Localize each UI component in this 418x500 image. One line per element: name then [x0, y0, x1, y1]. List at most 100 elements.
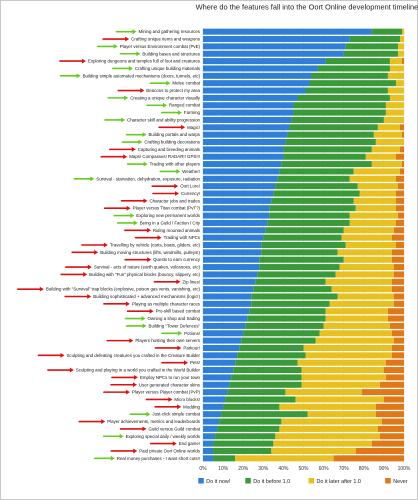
red-arrow-icon	[158, 124, 186, 130]
bar-segment-before-1-0	[241, 337, 316, 344]
bar-segment-do-it-now	[203, 389, 228, 396]
x-tick-label: 60%	[319, 466, 330, 472]
bar-segment-before-1-0	[279, 168, 354, 175]
bar-segment-do-it-now	[203, 161, 282, 168]
red-arrow-icon	[154, 345, 182, 351]
bar-segment-never	[387, 308, 404, 315]
category-label: Micro blocks!	[174, 397, 200, 402]
green-arrow-icon	[121, 139, 143, 145]
bar-segment-before-1-0	[265, 227, 344, 234]
legend-label: Do it before 1.0	[253, 479, 290, 485]
red-arrow-icon	[119, 426, 147, 432]
bar-segment-never	[401, 131, 404, 138]
legend: Do it now! Do it before 1.0 Do it later af…	[198, 478, 408, 485]
green-arrow-icon	[125, 323, 147, 329]
green-arrow-icon	[115, 29, 137, 35]
bar-segment-never	[399, 146, 404, 153]
bar-segment-do-it-now	[203, 381, 230, 388]
red-arrow-icon	[151, 183, 179, 189]
bar-segment-before-1-0	[221, 411, 308, 418]
red-arrow-icon	[153, 279, 181, 285]
category-label: Exploring new permanent worlds	[136, 213, 201, 218]
bar-segment-do-it-now	[203, 234, 264, 241]
bar-segment-after-1-0	[337, 249, 392, 256]
legend-label: Do it now!	[206, 479, 230, 485]
bar-segment-after-1-0	[325, 315, 388, 322]
category-label: Paid private Oort Online worlds	[139, 448, 201, 453]
bar-segment-do-it-now	[203, 94, 298, 101]
category-label: Real money purchases - I want short cuts…	[117, 456, 200, 461]
bar-segment-after-1-0	[301, 367, 384, 374]
bar-segment-never	[395, 219, 404, 226]
bar-segment-never	[395, 153, 404, 160]
category-label: Playing as multiple character races	[132, 301, 201, 306]
bar-segment-before-1-0	[317, 65, 390, 72]
bar-segment-after-1-0	[335, 271, 394, 278]
bar-segment-before-1-0	[251, 300, 330, 307]
category-label: Just-click simple combat	[152, 412, 200, 417]
green-arrow-icon	[146, 102, 167, 108]
bar-segment-before-1-0	[219, 418, 282, 425]
bar-segment-after-1-0	[357, 183, 398, 190]
bar-segment-do-it-now	[203, 440, 214, 447]
bar-segment-before-1-0	[235, 359, 298, 366]
bar-segment-before-1-0	[247, 315, 326, 322]
bar-segment-never	[393, 227, 404, 234]
bar-segment-after-1-0	[319, 330, 392, 337]
category-label: Zip lines!	[182, 279, 200, 284]
bar-segment-never	[391, 249, 404, 256]
bar-segment-never	[387, 315, 404, 322]
category-label: Crafting unique items and weapons	[131, 37, 201, 42]
x-tick-label: 80%	[359, 466, 370, 472]
bar-segment-after-1-0	[331, 286, 392, 293]
bar-segment-never	[399, 124, 404, 131]
legend-swatch	[385, 478, 391, 484]
red-arrow-icon	[71, 249, 99, 255]
chart-title: Where do the features fall into the Oort…	[196, 3, 418, 12]
bar-segment-before-1-0	[251, 293, 338, 300]
bar-segment-do-it-now	[203, 396, 226, 403]
bar-segment-do-it-now	[203, 308, 250, 315]
bar-segment-after-1-0	[385, 109, 404, 116]
legend-swatch	[198, 478, 204, 484]
x-tick-label: 70%	[339, 466, 350, 472]
category-label: Crafting building decorations	[144, 140, 200, 145]
bar-segment-do-it-now	[203, 374, 232, 381]
bar-segment-never	[395, 175, 404, 182]
bar-segment-after-1-0	[395, 80, 404, 87]
red-arrow-icon	[81, 242, 108, 248]
x-tick-label: 90%	[379, 466, 390, 472]
bar-segment-do-it-now	[203, 352, 238, 359]
bar-segment-do-it-now	[203, 411, 222, 418]
red-arrow-icon	[111, 375, 138, 380]
bar-segment-before-1-0	[231, 374, 302, 381]
bar-segment-do-it-now	[203, 183, 276, 190]
bar-segment-before-1-0	[217, 425, 280, 432]
category-label: Character jobs and trades	[149, 198, 200, 203]
category-label: Crafting unique building materials	[135, 66, 201, 71]
bar-segment-before-1-0	[275, 183, 358, 190]
bar-segment-before-1-0	[259, 264, 340, 271]
green-arrow-icon	[149, 80, 171, 86]
bar-segment-before-1-0	[311, 72, 388, 79]
bar-segment-do-it-now	[203, 168, 280, 175]
bar-segment-never	[395, 197, 404, 204]
bar-segment-never	[379, 381, 404, 388]
bar-segment-after-1-0	[389, 58, 402, 65]
bar-segment-before-1-0	[289, 124, 378, 131]
bar-segment-never	[385, 374, 404, 381]
category-label: Building moving structures (lifts, windm…	[100, 250, 200, 255]
category-label: Player versus Titan combat (PvT?)	[133, 206, 201, 211]
bar-segment-never	[401, 58, 404, 65]
bar-segment-after-1-0	[385, 102, 404, 109]
bar-segment-never	[391, 278, 404, 285]
bar-segment-after-1-0	[235, 455, 334, 462]
bar-segment-after-1-0	[359, 190, 396, 197]
bar-segment-before-1-0	[297, 94, 390, 101]
category-label: Capturing and breeding animals	[138, 147, 201, 152]
category-label: Exploring special daily / weekly worlds	[126, 434, 201, 439]
bar-segment-after-1-0	[279, 425, 378, 432]
category-label: End game!	[179, 441, 200, 446]
bar-segment-never	[385, 359, 404, 366]
bar-segment-after-1-0	[349, 175, 396, 182]
